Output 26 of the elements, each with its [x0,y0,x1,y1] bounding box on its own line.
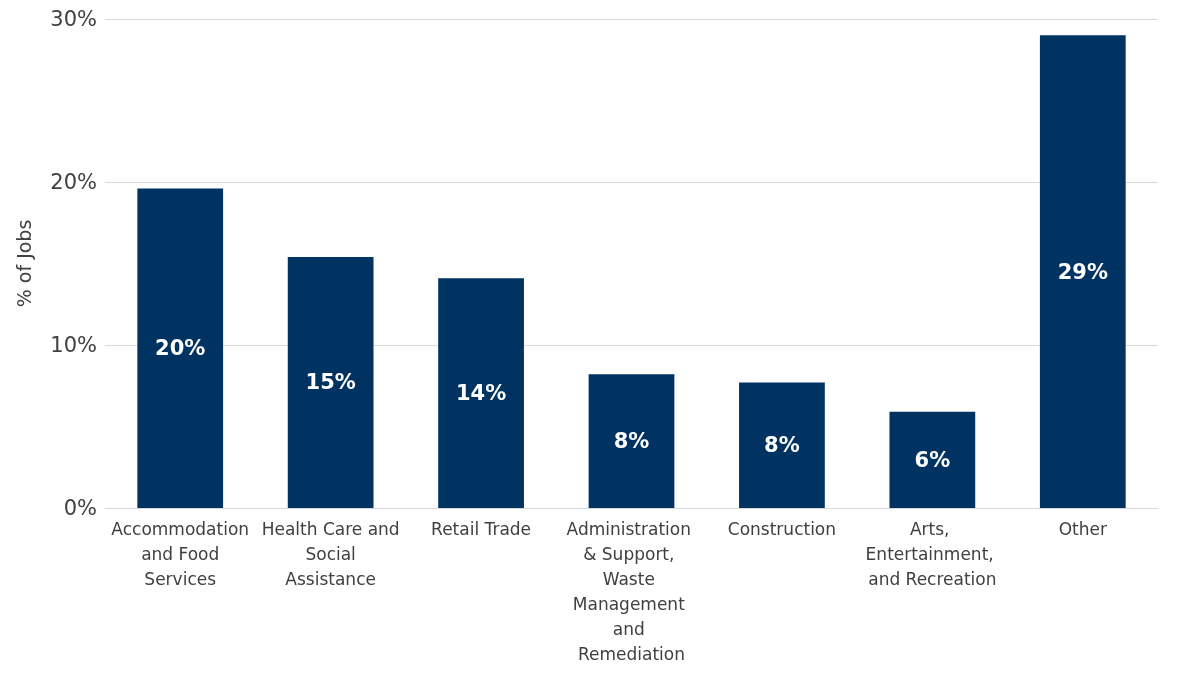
data-label: 8% [764,433,800,458]
data-label: 20% [155,336,206,361]
bar [739,382,825,508]
bar [889,411,976,508]
data-label: 15% [305,370,356,395]
y-tick-label: 20% [50,170,97,194]
data-label: 14% [455,381,507,406]
x-tick-label: Health Care and Social Assistance [261,518,400,589]
bar [438,278,524,508]
x-tick-label: Accommodation and Food Services [111,518,250,589]
data-label: 8% [613,429,650,454]
x-tick-label: Construction [727,518,837,539]
bar [287,256,374,508]
x-tick-label: Retail Trade [431,518,532,539]
data-label: 29% [1057,259,1108,284]
y-tick-label: 0% [63,496,97,520]
x-tick-label: Arts, Entertainment, and Recreation [865,518,1000,589]
bar [588,374,675,508]
x-tick-label: Other [1058,518,1107,539]
data-label: 6% [914,447,951,472]
y-tick-label: 10% [50,333,97,357]
bar [1039,35,1126,508]
x-tick-label: Administration & Support, Waste Management and Remediation [566,518,697,664]
bar [137,188,224,508]
y-tick-label: 30% [50,7,97,31]
y-axis-title: % of Jobs [12,219,35,308]
